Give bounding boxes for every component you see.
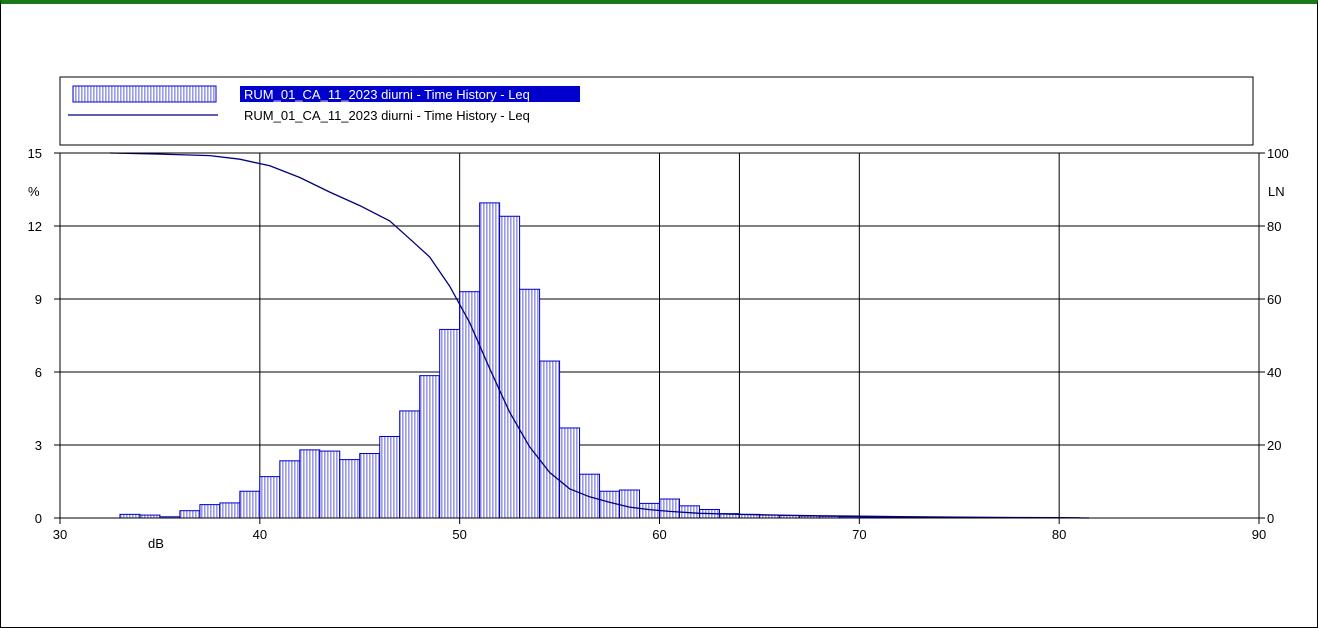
y-right-tick-label: 60 <box>1267 292 1281 307</box>
histogram-bar <box>459 291 481 519</box>
histogram-bar <box>219 502 241 519</box>
x-tick-label: 60 <box>652 527 666 542</box>
histogram-bar <box>499 215 521 519</box>
histogram-bar <box>259 476 281 519</box>
histogram-bar <box>439 328 461 519</box>
histogram-bar <box>359 453 381 519</box>
ln-curve <box>109 152 1090 519</box>
x-tick-label: 70 <box>852 527 866 542</box>
x-axis-label: dB <box>148 536 164 551</box>
legend-box <box>59 76 1254 146</box>
grid <box>60 153 1259 518</box>
histogram-bar <box>539 360 561 519</box>
y-left-axis-label: % <box>28 184 40 199</box>
histogram-bar <box>619 489 641 519</box>
y-left-tick-label: 9 <box>35 292 42 307</box>
y-left-tick-label: 12 <box>28 219 42 234</box>
y-left-tick-label: 0 <box>35 511 42 526</box>
histogram-bar <box>419 375 441 519</box>
x-tick-label: 40 <box>253 527 267 542</box>
histogram-bar <box>299 449 321 519</box>
y-right-tick-label: 0 <box>1267 511 1274 526</box>
x-tick-label: 90 <box>1252 527 1266 542</box>
histogram-bar <box>519 288 541 519</box>
y-left-tick-label: 15 <box>28 146 42 161</box>
y-left-tick-label: 3 <box>35 438 42 453</box>
histogram-bar <box>659 498 680 519</box>
histogram-bar <box>379 435 401 519</box>
legend-label-bars: RUM_01_CA_11_2023 diurni - Time History … <box>244 87 530 102</box>
histogram-bars <box>119 202 1080 519</box>
histogram-bar <box>479 202 501 519</box>
legend-highlight <box>240 86 580 102</box>
y-right-tick-label: 80 <box>1267 219 1281 234</box>
histogram-bar <box>559 427 581 519</box>
histogram-bar <box>319 450 341 519</box>
x-tick-label: 80 <box>1052 527 1066 542</box>
y-right-axis-label: LN <box>1268 184 1285 199</box>
x-tick-label: 50 <box>452 527 466 542</box>
y-left-tick-label: 6 <box>35 365 42 380</box>
y-right-tick-label: 100 <box>1267 146 1289 161</box>
histogram-bar <box>339 459 361 519</box>
legend-label-line: RUM_01_CA_11_2023 diurni - Time History … <box>244 108 530 123</box>
histogram-bar <box>199 504 221 519</box>
histogram-bar <box>399 410 421 519</box>
histogram-bar <box>279 460 301 519</box>
histogram-bar <box>239 490 261 519</box>
legend-bar-swatch <box>72 85 217 103</box>
histogram-bar <box>119 513 141 519</box>
histogram-bar <box>179 510 201 519</box>
y-right-tick-label: 20 <box>1267 438 1281 453</box>
y-right-tick-label: 40 <box>1267 365 1281 380</box>
x-tick-label: 30 <box>53 527 67 542</box>
